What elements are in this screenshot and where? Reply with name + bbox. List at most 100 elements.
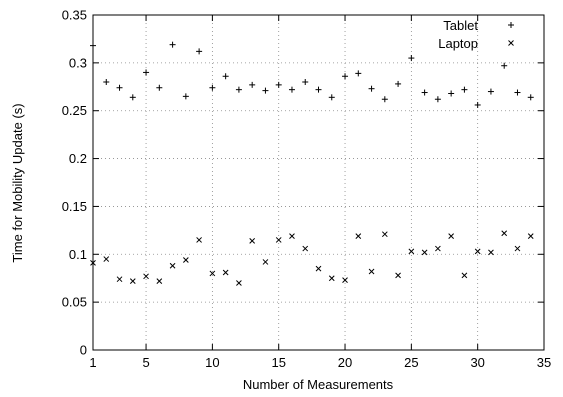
cross-b (262, 259, 269, 265)
cross-b (408, 248, 415, 255)
point-laptop (395, 272, 401, 279)
cross-b (315, 265, 322, 272)
point-laptop (368, 268, 375, 275)
point-tablet (381, 96, 388, 103)
cross-b (90, 260, 96, 266)
point-laptop (315, 265, 322, 272)
point-tablet (143, 69, 150, 76)
legend-marks (508, 22, 514, 46)
y-tick-label: 0.35 (62, 8, 87, 23)
point-laptop (196, 237, 202, 243)
cross-b (156, 278, 163, 284)
x-tick-label: 1 (89, 355, 96, 370)
point-laptop (328, 275, 335, 282)
point-tablet (222, 73, 229, 80)
point-laptop (302, 245, 309, 252)
cross-b (342, 277, 348, 283)
legend-label-laptop: Laptop (438, 36, 478, 51)
point-tablet (169, 41, 176, 48)
point-tablet (448, 90, 455, 97)
cross-b (236, 280, 242, 286)
x-tick-label: 25 (404, 355, 418, 370)
point-laptop (182, 257, 189, 263)
cross-b (435, 245, 441, 252)
point-laptop (448, 233, 455, 239)
legend-mark-laptop (508, 40, 514, 46)
point-laptop (236, 280, 242, 286)
point-tablet (434, 96, 441, 103)
point-laptop (289, 233, 295, 239)
point-tablet (474, 101, 481, 108)
series-laptop (90, 230, 534, 286)
point-tablet (527, 94, 534, 101)
point-tablet (355, 70, 362, 77)
cross-b (182, 257, 189, 263)
cross-b (381, 231, 388, 238)
cross-b (421, 249, 428, 256)
cross-b (129, 278, 136, 284)
point-tablet (315, 86, 322, 93)
point-laptop (501, 230, 508, 237)
point-laptop (355, 233, 362, 239)
point-tablet (249, 81, 256, 88)
point-tablet (395, 80, 402, 87)
x-tick-label: 10 (205, 355, 219, 370)
cross-b (249, 238, 256, 244)
point-tablet (288, 86, 295, 93)
cross-b (355, 233, 362, 239)
x-tick-label: 15 (271, 355, 285, 370)
point-laptop (461, 272, 468, 279)
series-marks (90, 41, 534, 286)
y-tick-label: 0.1 (69, 247, 87, 262)
point-laptop (169, 262, 176, 269)
cross-b (501, 230, 508, 237)
x-tick-label: 20 (338, 355, 352, 370)
y-tick-label: 0.25 (62, 103, 87, 118)
point-laptop (488, 249, 494, 256)
cross-b (514, 245, 521, 252)
point-laptop (209, 270, 216, 277)
series-tablet (90, 41, 534, 108)
point-tablet (408, 55, 415, 62)
y-tick-label: 0 (80, 343, 87, 358)
point-laptop (408, 248, 415, 255)
y-tick-label: 0.05 (62, 295, 87, 310)
point-laptop (527, 233, 534, 239)
legend-label-tablet: Tablet (443, 18, 478, 33)
x-tick-label: 35 (537, 355, 551, 370)
cross-b (474, 248, 481, 255)
legend: Tablet Laptop (438, 18, 514, 51)
point-tablet (235, 86, 242, 93)
point-tablet (487, 88, 494, 95)
point-laptop (222, 269, 229, 276)
x-tick-labels: 1 5 10 15 20 25 30 35 (89, 355, 551, 370)
y-axis-title: Time for Mobility Update (s) (10, 103, 25, 262)
cross-b (209, 270, 216, 277)
cross-b (143, 273, 149, 280)
plot-frame (92, 14, 545, 351)
point-laptop (129, 278, 136, 284)
point-laptop (262, 259, 269, 265)
cross-b (302, 245, 309, 252)
cross-b (116, 276, 123, 283)
point-tablet (302, 79, 309, 85)
point-tablet (501, 62, 508, 69)
point-laptop (514, 245, 521, 252)
point-tablet (196, 48, 203, 55)
point-laptop (103, 256, 110, 262)
point-laptop (474, 248, 481, 255)
point-tablet (156, 84, 163, 91)
point-laptop (116, 276, 123, 283)
point-tablet (182, 93, 189, 100)
y-tick-label: 0.2 (69, 151, 87, 166)
point-tablet (368, 85, 375, 92)
point-tablet (461, 86, 468, 93)
x-tick-label: 30 (470, 355, 484, 370)
point-laptop (156, 278, 163, 284)
cross-b (368, 268, 375, 275)
legend-mark-tablet (508, 22, 514, 28)
point-laptop (143, 273, 149, 280)
point-laptop (421, 249, 428, 256)
y-tick-label: 0.15 (62, 199, 87, 214)
